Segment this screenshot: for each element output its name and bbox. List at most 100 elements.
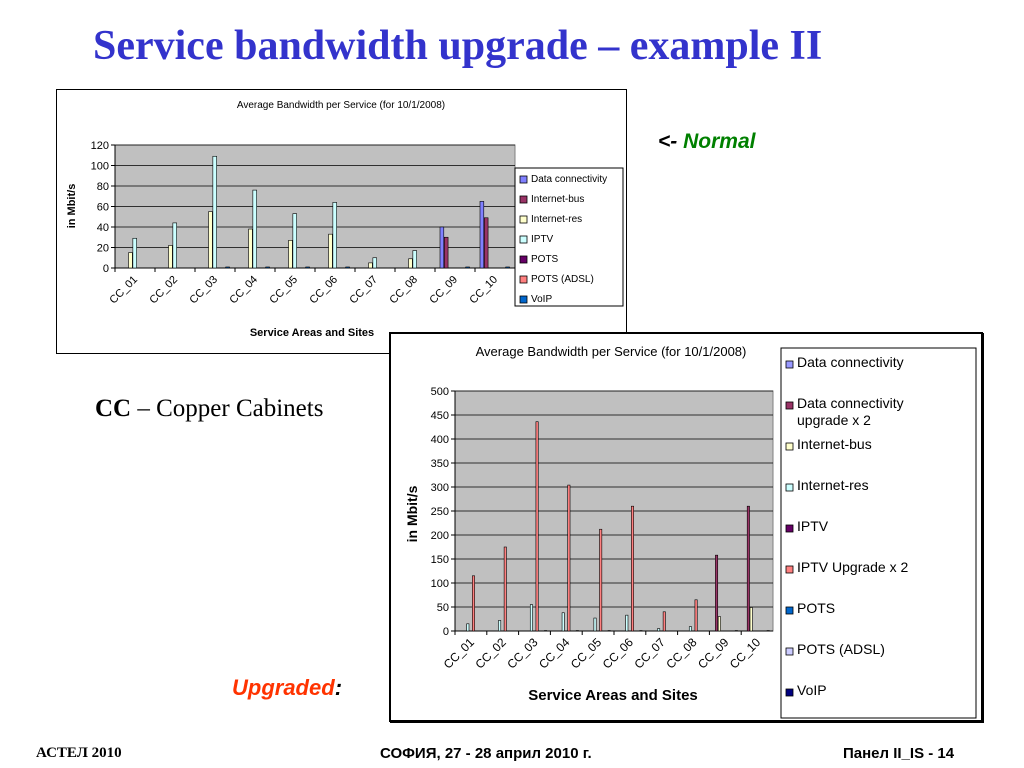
x-tick-label: CC_05 <box>267 274 300 307</box>
bar <box>305 266 310 269</box>
y-tick-label: 60 <box>97 201 109 213</box>
legend-swatch <box>519 175 528 184</box>
bar <box>292 213 297 269</box>
bar <box>443 236 449 269</box>
legend-label: IPTV Upgrade x 2 <box>797 559 908 575</box>
legend-swatch <box>785 360 794 369</box>
x-tick-label: CC_06 <box>307 274 340 307</box>
legend-label: POTS (ADSL) <box>531 274 594 285</box>
legend-label: Internet-bus <box>797 436 872 452</box>
bar <box>662 611 666 632</box>
legend-swatch <box>785 606 794 615</box>
bar <box>345 266 350 269</box>
y-tick-label: 300 <box>431 482 449 494</box>
x-tick-label: CC_02 <box>473 635 510 672</box>
footer-center: СОФИЯ, 27 - 28 април 2010 г. <box>380 745 592 762</box>
chart-title: Average Bandwidth per Service (for 10/1/… <box>237 100 445 111</box>
bar <box>657 628 661 632</box>
upgraded-label: Upgraded <box>232 675 335 700</box>
bar <box>479 201 485 269</box>
bar <box>212 155 217 269</box>
bar <box>265 266 270 269</box>
y-tick-label: 40 <box>97 222 109 234</box>
bar <box>498 620 502 632</box>
x-tick-label: CC_08 <box>663 635 700 672</box>
normal-arrow: <- <box>658 130 678 153</box>
legend-label: Internet-res <box>531 214 582 225</box>
bar <box>535 421 539 632</box>
legend-label: POTS <box>797 600 835 616</box>
slide-title: Service bandwidth upgrade – example II <box>93 23 823 69</box>
bar <box>483 217 489 269</box>
cc-abbr: CC <box>95 395 132 422</box>
upgraded-note: Upgraded: <box>232 675 342 701</box>
x-tick-label: CC_04 <box>227 274 260 307</box>
bar <box>472 575 475 632</box>
cc-desc: – Copper Cabinets <box>131 395 324 422</box>
bar <box>593 617 597 632</box>
chart-normal-svg: Average Bandwidth per Service (for 10/1/… <box>66 100 624 339</box>
y-tick-label: 120 <box>91 140 109 152</box>
footer-right: Панел II_IS - 14 <box>843 745 955 762</box>
y-tick-label: 100 <box>431 578 449 590</box>
y-tick-label: 200 <box>431 530 449 542</box>
bar <box>328 233 333 269</box>
y-tick-label: 500 <box>431 386 449 398</box>
bar <box>529 604 533 632</box>
legend-label: POTS <box>531 254 559 265</box>
x-tick-label: CC_03 <box>504 635 541 672</box>
x-tick-label: CC_07 <box>347 274 380 307</box>
bar <box>599 528 603 632</box>
legend-swatch <box>519 215 528 224</box>
bar <box>128 252 133 269</box>
upgraded-colon: : <box>334 675 343 700</box>
normal-label: Normal <box>683 130 756 153</box>
bar <box>694 599 698 632</box>
legend-swatch <box>519 275 528 284</box>
legend-label: Data connectivity <box>797 354 904 370</box>
legend-label: Internet-res <box>797 477 869 493</box>
legend-swatch <box>519 255 528 264</box>
x-tick-label: CC_06 <box>600 635 637 672</box>
footer-left: АСТЕЛ 2010 <box>36 745 122 761</box>
x-tick-label: CC_02 <box>147 274 180 307</box>
legend-swatch <box>519 235 528 244</box>
x-tick-label: CC_09 <box>695 635 732 672</box>
legend-label: Data connectivity <box>531 174 607 185</box>
legend-label: POTS (ADSL) <box>797 641 885 657</box>
chart-upgraded-svg: Average Bandwidth per Service (for 10/1/… <box>404 344 977 719</box>
bar <box>715 554 719 632</box>
y-tick-label: 150 <box>431 554 449 566</box>
y-tick-label: 100 <box>91 160 109 172</box>
x-axis-label: Service Areas and Sites <box>528 687 698 704</box>
legend-swatch <box>519 195 528 204</box>
legend-label: IPTV <box>531 234 554 245</box>
legend-label: VoIP <box>531 294 552 305</box>
bar <box>132 237 137 269</box>
x-tick-label: CC_09 <box>427 274 460 307</box>
y-tick-label: 250 <box>431 506 449 518</box>
legend-label: IPTV <box>797 518 829 534</box>
y-axis-label: in Mbit/s <box>66 184 78 229</box>
chart-upgraded: Average Bandwidth per Service (for 10/1/… <box>389 332 983 722</box>
bar <box>288 240 293 269</box>
bar <box>372 257 377 269</box>
bar <box>172 222 177 269</box>
x-tick-label: CC_10 <box>467 274 500 307</box>
bar <box>505 266 510 269</box>
bar <box>252 189 257 269</box>
y-tick-label: 400 <box>431 434 449 446</box>
x-tick-label: CC_03 <box>187 274 220 307</box>
bar <box>368 262 373 269</box>
x-tick-label: CC_04 <box>536 635 573 672</box>
bar <box>168 245 173 269</box>
bar <box>408 258 413 269</box>
y-axis-label: in Mbit/s <box>404 485 420 542</box>
cc-note: CC – Copper Cabinets <box>95 395 323 423</box>
legend-swatch <box>785 524 794 533</box>
x-tick-label: CC_08 <box>387 274 420 307</box>
legend-box <box>514 167 624 307</box>
legend-swatch <box>785 688 794 697</box>
bar <box>717 616 721 632</box>
legend-label: VoIP <box>797 682 827 698</box>
